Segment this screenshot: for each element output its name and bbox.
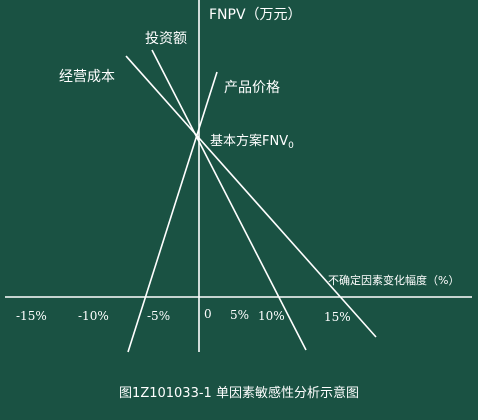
tick-zero: 0 xyxy=(204,307,212,321)
x-axis-label: 不确定因素变化幅度（%） xyxy=(328,273,459,287)
base-case-label: 基本方案FNV0 xyxy=(210,133,294,151)
base-case-subscript: 0 xyxy=(288,141,294,151)
product-price-label: 产品价格 xyxy=(224,80,280,96)
tick-pos5: 5% xyxy=(230,308,249,322)
tick-neg5: -5% xyxy=(147,309,170,323)
investment-label: 投资额 xyxy=(145,31,187,47)
base-case-name: 基本方案FNV xyxy=(210,133,288,149)
operating-cost-line xyxy=(125,55,377,338)
figure-caption: 图1Z101033-1 单因素敏感性分析示意图 xyxy=(119,385,359,401)
tick-pos10: 10% xyxy=(258,309,285,323)
tick-pos15: 15% xyxy=(324,310,351,324)
tick-neg15: -15% xyxy=(16,309,47,323)
product-price-line xyxy=(127,71,218,353)
operating-cost-label: 经营成本 xyxy=(59,69,115,85)
tick-neg10: -10% xyxy=(78,309,109,323)
investment-line xyxy=(151,49,307,351)
y-axis-label: FNPV（万元） xyxy=(209,7,302,23)
